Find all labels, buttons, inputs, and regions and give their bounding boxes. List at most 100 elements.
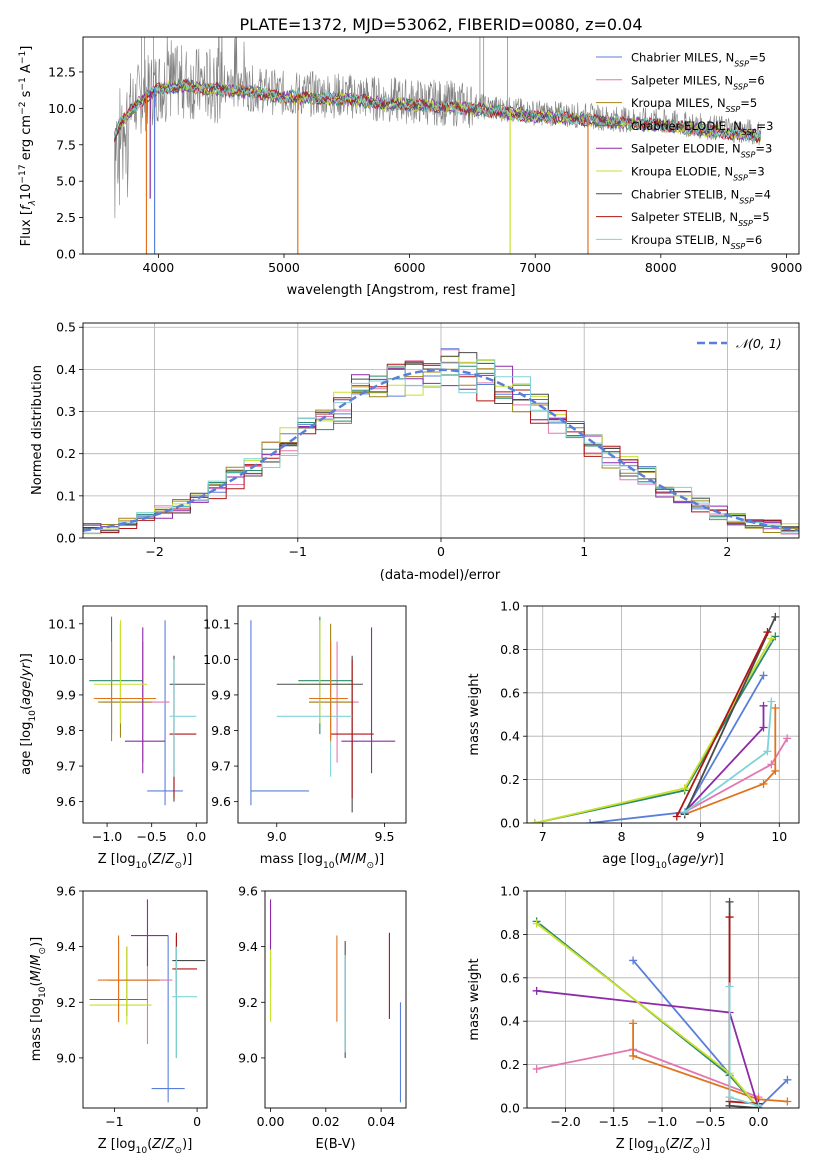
y-tick-label: 0.4: [500, 1014, 520, 1029]
x-tick-label: 0.0: [186, 829, 206, 844]
y-tick-label: 9.6: [238, 884, 258, 899]
y-tick-label: 0.2: [500, 1057, 520, 1072]
x-tick-label: 0: [437, 544, 445, 559]
x-axis-label: Z [log10(Z/Z⊙)]: [98, 852, 193, 871]
legend-entry: Kroupa MILES, NSSP=5: [631, 96, 757, 114]
weight-point-marker: [759, 701, 768, 710]
weight-point-marker: [629, 1019, 638, 1028]
y-tick-label: 9.2: [238, 995, 258, 1010]
weight-point-marker: [725, 982, 734, 991]
weight-point-marker: [532, 919, 541, 928]
weight-point-marker: [771, 703, 780, 712]
x-tick-label: 0: [193, 1114, 201, 1129]
y-axis-label: Normed distribution: [30, 365, 45, 495]
x-tick-label: 2: [723, 544, 731, 559]
weight-point-marker: [767, 697, 776, 706]
x-tick-label: 0.0: [749, 1114, 769, 1129]
x-axis-label: (data-model)/error: [380, 568, 501, 583]
axes-weight-vs-z: −2.0 −1.5 −1.0 −0.5 0.0 0.0 0.2 0.4 0.6 0.8 1.0 Z […: [467, 884, 800, 1156]
weight-series-5: [536, 922, 760, 1108]
y-tick-label: 10.0: [48, 101, 76, 116]
plot-area: [532, 897, 792, 1108]
y-tick-label: 9.0: [56, 1050, 76, 1065]
x-tick-label: 7: [539, 829, 547, 844]
weight-point-marker: [725, 897, 734, 906]
x-tick-label: 9.5: [375, 829, 395, 844]
model-spectrum-5: [114, 80, 761, 143]
y-tick-label: 5.0: [56, 174, 76, 189]
legend-entry: Kroupa ELODIE, NSSP=3: [631, 165, 765, 183]
y-tick-label: 9.4: [56, 939, 76, 954]
x-axis-label: Z [log10(Z/Z⊙)]: [98, 1137, 193, 1156]
y-tick-label: 0.4: [56, 362, 76, 377]
weight-point-marker: [771, 612, 780, 621]
legend-entry: 𝒩(0, 1): [736, 336, 782, 351]
x-tick-label: −0.5: [137, 829, 167, 844]
y-tick-label: 10.0: [203, 652, 231, 667]
y-tick-label: 7.5: [56, 137, 76, 152]
x-tick-label: 5000: [268, 260, 300, 275]
y-tick-label: 12.5: [48, 64, 76, 79]
axes-frame: [82, 890, 208, 1109]
y-tick-label: 9.6: [56, 884, 76, 899]
tick-layer: −2.0 −1.5 −1.0 −0.5 0.0 0.0 0.2 0.4 0.6 0.8 1.0: [500, 884, 768, 1130]
y-tick-label: 9.4: [238, 939, 258, 954]
y-tick-label: 9.0: [238, 1050, 258, 1065]
model-spectrum-8: [114, 80, 761, 142]
weight-point-marker: [629, 1051, 638, 1060]
y-tick-label: 9.7: [211, 759, 231, 774]
axes-frame: [264, 890, 407, 1109]
weight-point-marker: [767, 760, 776, 769]
weight-series-2: [684, 708, 777, 816]
x-tick-label: 6000: [394, 260, 426, 275]
axes-weight-vs-age: 7 8 9 10 0.0 0.2 0.4 0.6 0.8 1.0 age [log10(age/yr…: [467, 599, 800, 871]
legend-entry: Chabrier STELIB, NSSP=4: [631, 187, 771, 205]
tick-layer: 9.0 9.5 9.6 9.7 9.8 9.9 10.0 10.1: [203, 616, 394, 844]
weight-point-marker: [725, 1093, 734, 1102]
y-tick-label: 0.3: [56, 404, 76, 419]
y-tick-label: 9.7: [56, 759, 76, 774]
y-tick-label: 10.1: [203, 616, 231, 631]
tick-layer: 4000 5000 6000 7000 8000 9000 0.0 2.5 5.0 7.5 10.0…: [48, 64, 802, 275]
y-tick-label: 0.4: [500, 729, 520, 744]
y-tick-label: 9.8: [211, 723, 231, 738]
x-axis-label: wavelength [Angstrom, rest frame]: [287, 283, 516, 298]
y-tick-label: 0.1: [56, 488, 76, 503]
y-axis-label: mass [log10(M/M⊙)]: [29, 937, 48, 1061]
y-tick-label: 0.0: [500, 816, 520, 831]
weight-series-1: [536, 1048, 759, 1099]
y-axis-label: mass weight: [467, 958, 482, 1040]
weight-point-marker: [771, 766, 780, 775]
weight-point-marker: [629, 956, 638, 965]
tick-layer: 7 8 9 10 0.0 0.2 0.4 0.6 0.8 1.0: [500, 599, 787, 845]
legend-entry: Chabrier MILES, NSSP=5: [631, 51, 766, 69]
weight-series-2: [632, 1023, 788, 1103]
x-axis-label: E(B-V): [315, 1137, 355, 1152]
y-tick-label: 10.1: [48, 616, 76, 631]
plot-area: [114, 37, 762, 254]
axes-mass-vs-z: −1 0 9.0 9.2 9.4 9.6 Z [log10(Z/Z⊙)] mass [log1…: [29, 884, 208, 1156]
tick-layer: 0.00 0.02 0.04 9.0 9.2 9.4 9.6: [238, 884, 395, 1130]
x-tick-label: 1: [580, 544, 588, 559]
y-tick-label: 9.6: [211, 794, 231, 809]
y-axis-label: age [log10(age/yr)]: [19, 653, 38, 775]
legend-entry: Salpeter ELODIE, NSSP=3: [631, 142, 772, 160]
weight-point-marker: [783, 1097, 792, 1106]
axes-age-vs-mass: 9.0 9.5 9.6 9.7 9.8 9.9 10.0 10.1 mass [log10(M/…: [203, 605, 407, 871]
figure-title: PLATE=1372, MJD=53062, FIBERID=0080, z=0…: [239, 15, 642, 34]
weight-point-marker: [759, 671, 768, 680]
weight-point-marker: [532, 986, 541, 995]
x-tick-label: −2: [145, 544, 163, 559]
axes-spectrum: 4000 5000 6000 7000 8000 9000 0.0 2.5 5.0 7.5 10.0…: [18, 36, 802, 298]
x-tick-label: −1.5: [599, 1114, 629, 1129]
weight-series-6: [683, 616, 777, 815]
tick-layer: −2 −1 0 1 2 0.0 0.1 0.2 0.3 0.4 0.5: [56, 320, 731, 559]
weight-series-0: [632, 959, 789, 1108]
y-tick-label: 9.9: [56, 687, 76, 702]
y-tick-label: 0.5: [56, 320, 76, 335]
y-tick-label: 0.8: [500, 927, 520, 942]
weight-point-marker: [680, 784, 689, 793]
plot-area: [269, 899, 402, 1103]
